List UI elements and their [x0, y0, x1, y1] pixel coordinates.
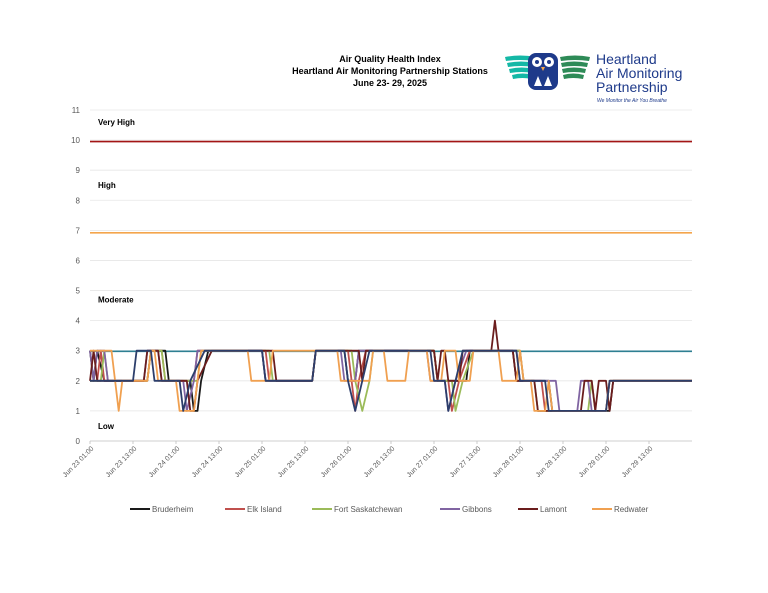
legend-label: Lamont [540, 505, 567, 514]
x-tick-label: Jun 25 01:00 [234, 445, 268, 479]
legend-label: Gibbons [462, 505, 492, 514]
x-tick-label: Jun 28 13:00 [535, 445, 569, 479]
y-tick-label: 3 [76, 347, 81, 356]
y-tick-label: 4 [76, 317, 81, 326]
band-label: Very High [98, 118, 135, 127]
series-line-lamont [89, 319, 692, 412]
legend: Bruderheim Elk Island Fort Saskatchewan Gib… [130, 505, 649, 514]
legend-label: Bruderheim [152, 505, 194, 514]
chart-title: Air Quality Health Index Heartland Air Mo… [292, 54, 488, 88]
x-tick-label: Jun 23 01:00 [62, 445, 96, 479]
x-tick-label: Jun 27 13:00 [449, 445, 483, 479]
y-tick-label: 0 [76, 437, 81, 446]
y-tick-label: 5 [76, 287, 81, 296]
y-tick-label: 8 [76, 196, 81, 205]
y-tick-label: 11 [72, 106, 81, 115]
legend-label: Elk Island [247, 505, 282, 514]
legend-label: Redwater [614, 505, 649, 514]
x-tick-label: Jun 23 13:00 [105, 445, 139, 479]
owl-icon [528, 53, 558, 90]
logo-name-line: Air Monitoring [596, 65, 682, 81]
x-tick-label: Jun 28 01:00 [492, 445, 526, 479]
x-tick-label: Jun 24 13:00 [191, 445, 225, 479]
x-tick-label: Jun 29 13:00 [621, 445, 655, 479]
x-tick-label: Jun 24 01:00 [148, 445, 182, 479]
chart-title-line: Air Quality Health Index [339, 54, 441, 64]
band-label: Low [98, 422, 115, 431]
y-tick-label: 1 [76, 407, 81, 416]
logo-name-line: Partnership [596, 79, 668, 95]
y-axis: 0 1 2 3 4 5 6 7 8 9 10 11 [71, 106, 80, 446]
y-tick-label: 9 [76, 166, 81, 175]
threshold-lines [90, 140, 692, 353]
x-tick-label: Jun 25 13:00 [277, 445, 311, 479]
y-tick-label: 7 [76, 226, 81, 235]
series-lines [89, 319, 692, 412]
x-tick-label: Jun 29 01:00 [578, 445, 612, 479]
legend-label: Fort Saskatchewan [334, 505, 402, 514]
logo-wing-right [560, 55, 590, 79]
x-axis: Jun 23 01:00 Jun 23 13:00 Jun 24 01:00 Jun … [62, 441, 655, 479]
x-tick-label: Jun 26 13:00 [363, 445, 397, 479]
y-tick-label: 10 [71, 136, 80, 145]
y-tick-label: 6 [76, 256, 81, 265]
chart-title-line: June 23- 29, 2025 [353, 78, 427, 88]
logo-tagline: We Monitor the Air You Breathe [597, 98, 667, 104]
x-tick-label: Jun 27 01:00 [406, 445, 440, 479]
logo-name-line: Heartland [596, 51, 657, 67]
chart-title-line: Heartland Air Monitoring Partnership Sta… [292, 66, 488, 76]
logo: Heartland Air Monitoring Partnership We … [505, 51, 682, 104]
band-label: High [98, 181, 116, 190]
series-line [90, 349, 692, 412]
band-labels: Very High High Moderate Low [98, 118, 135, 431]
y-tick-label: 2 [76, 377, 81, 386]
x-tick-label: Jun 26 01:00 [320, 445, 354, 479]
band-label: Moderate [98, 296, 134, 305]
